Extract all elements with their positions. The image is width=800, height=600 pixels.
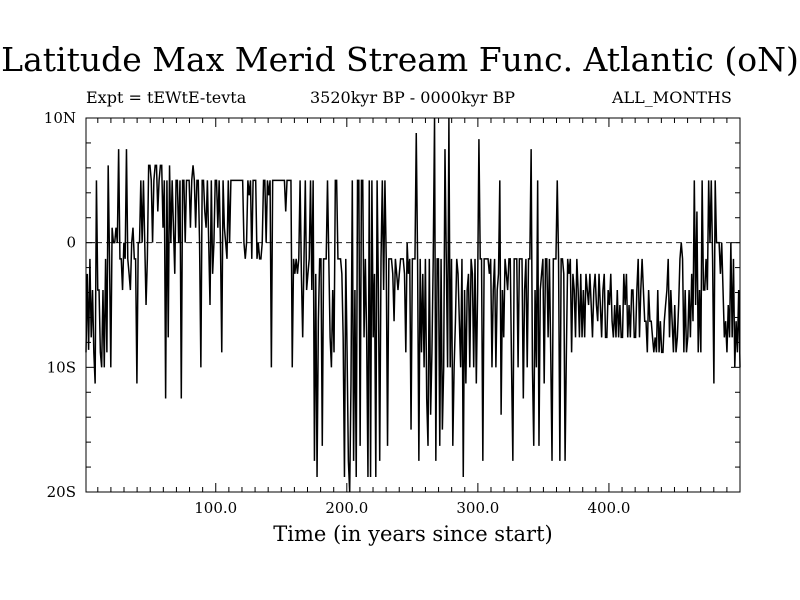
series-layer [85, 117, 741, 493]
period-label: 3520kyr BP - 0000kyr BP [310, 88, 515, 107]
x-tick-label: 400.0 [587, 499, 630, 517]
plot-frame [85, 117, 741, 493]
y-tick-label: 20S [47, 483, 76, 501]
tick-label-layer: 100.0 200.0 300.0 400.0 10N 0 10S 20S [44, 109, 631, 517]
x-tick-label: 100.0 [194, 499, 237, 517]
y-tick-label: 10N [44, 109, 76, 127]
series-line-0 [85, 117, 741, 493]
y-tick-label: 0 [66, 234, 76, 252]
experiment-label: Expt = tEWtE-tevta [86, 88, 247, 107]
x-axis-label: Time (in years since start) [273, 522, 553, 546]
x-tick-label: 200.0 [325, 499, 368, 517]
months-label: ALL_MONTHS [612, 88, 732, 107]
y-tick-label: 10S [47, 358, 76, 376]
plot-frame-layer [85, 117, 741, 493]
x-tick-label: 300.0 [456, 499, 499, 517]
chart-title: Latitude Max Merid Stream Func. Atlantic… [1, 40, 799, 79]
tick-layer [86, 117, 740, 493]
